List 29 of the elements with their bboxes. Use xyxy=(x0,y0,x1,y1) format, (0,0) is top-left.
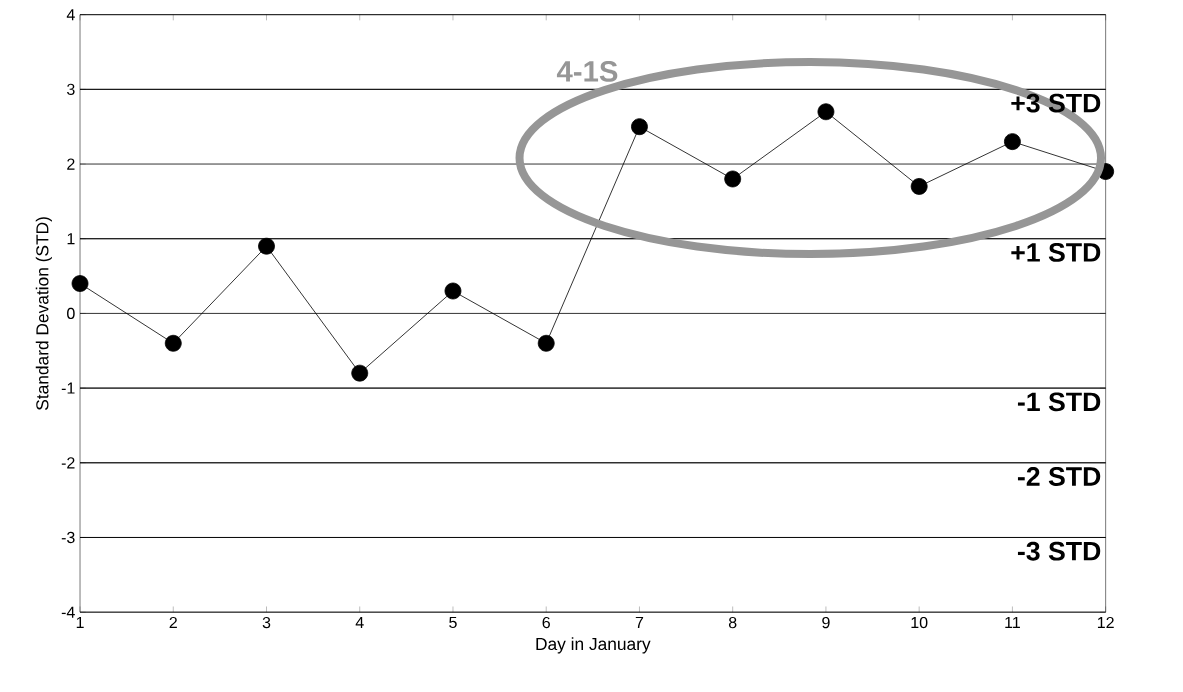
y-tick-label: -1 xyxy=(61,382,75,394)
x-tick-label: 6 xyxy=(542,616,550,629)
y-tick-label: -3 xyxy=(61,531,75,544)
x-tick-label: 9 xyxy=(822,616,830,629)
annotation: 4-1S xyxy=(556,60,618,82)
x-tick-label: 8 xyxy=(728,616,737,629)
x-tick-label: 11 xyxy=(1005,616,1020,628)
ref-line-label: -2 STD xyxy=(1017,466,1101,486)
y-tick-label: 0 xyxy=(67,307,75,319)
ref-line-label: +3 STD xyxy=(1011,93,1101,113)
y-tick-label: 3 xyxy=(67,83,75,95)
x-tick-label: 4 xyxy=(355,616,364,628)
x-tick-label: 3 xyxy=(262,616,271,629)
x-tick-label: 7 xyxy=(635,616,644,628)
y-tick-label: 2 xyxy=(67,158,75,170)
ref-line-label: +1 STD xyxy=(1011,242,1101,262)
x-tick-label: 5 xyxy=(449,616,457,628)
y-tick-label: 1 xyxy=(67,233,75,245)
y-tick-label: -2 xyxy=(61,457,75,469)
x-axis-title: Day in January xyxy=(536,637,651,654)
x-tick-label: 10 xyxy=(911,616,928,629)
y-tick-label: 4 xyxy=(66,9,75,21)
ref-line-label: -1 STD xyxy=(1017,392,1101,412)
ref-line-label: -3 STD xyxy=(1017,541,1101,561)
y-axis-title: Standard Devation (STD) xyxy=(35,217,52,410)
x-tick-label: 12 xyxy=(1097,616,1114,628)
y-tick-label: -4 xyxy=(61,606,75,618)
x-tick-label: 2 xyxy=(169,616,177,628)
x-tick-label: 1 xyxy=(76,616,84,628)
